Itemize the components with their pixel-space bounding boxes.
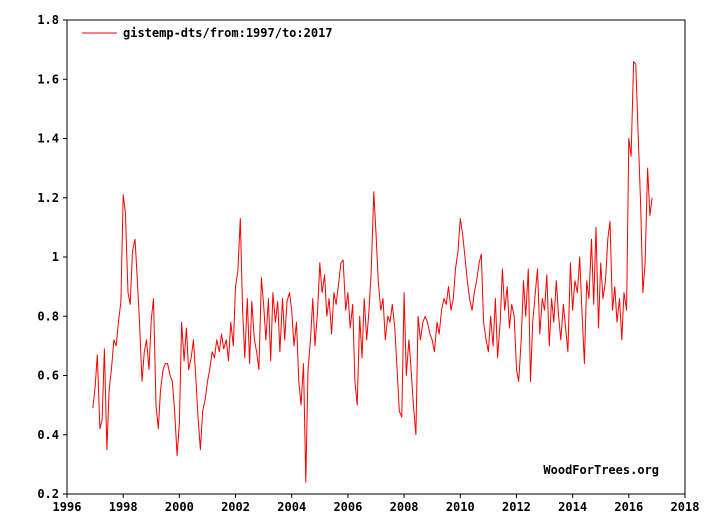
x-tick-label: 2002 (221, 500, 250, 514)
x-tick-label: 2018 (671, 500, 700, 514)
plot-frame (66, 19, 686, 495)
legend-label: gistemp-dts/from:1997/to:2017 (123, 26, 333, 40)
x-tick-label: 2004 (277, 500, 306, 514)
x-axis: 1996 1998 2000 2002 2004 2006 2008 2010 2012 2014… (53, 494, 700, 514)
legend: gistemp-dts/from:1997/to:2017 (82, 26, 333, 40)
x-tick-label: 2000 (165, 500, 194, 514)
y-tick-label: 0.8 (37, 309, 59, 323)
y-axis: 0.2 0.4 0.6 0.8 1 1.2 1.4 1.6 1.8 (37, 13, 67, 501)
y-tick-label: 1.6 (37, 72, 59, 86)
y-tick-label: 1 (52, 250, 59, 264)
x-tick-label: 2012 (502, 500, 531, 514)
y-tick-label: 1.8 (37, 13, 59, 27)
x-tick-label: 2016 (614, 500, 643, 514)
x-tick-label: 2008 (390, 500, 419, 514)
x-tick-label: 2010 (446, 500, 475, 514)
x-tick-label: 1996 (53, 500, 82, 514)
y-tick-label: 0.2 (37, 487, 59, 501)
series-layer (92, 61, 653, 483)
x-tick-label: 2006 (333, 500, 362, 514)
y-tick-label: 1.4 (37, 132, 59, 146)
x-tick-label: 2014 (558, 500, 587, 514)
x-tick-label: 1998 (109, 500, 138, 514)
y-tick-label: 0.4 (37, 428, 59, 442)
series-line (92, 61, 653, 483)
y-tick-label: 1.2 (37, 191, 59, 205)
credit-label: WoodForTrees.org (543, 463, 659, 477)
y-tick-label: 0.6 (37, 369, 59, 383)
